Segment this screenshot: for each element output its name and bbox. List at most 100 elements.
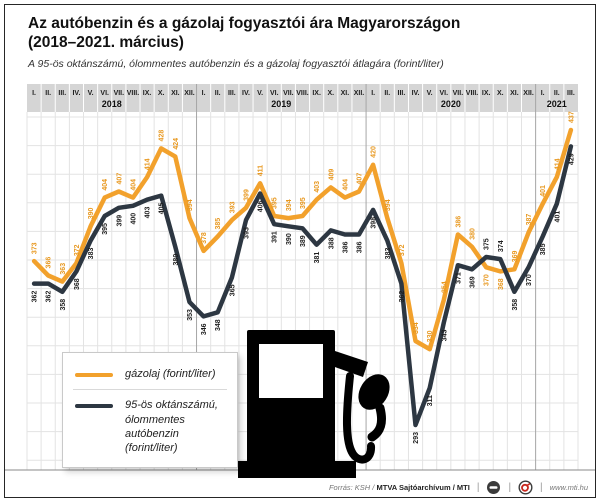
petrol-value-label: 383 (385, 248, 392, 260)
diesel-value-label: 386 (455, 216, 462, 228)
footer: Forrás: KSH / MTVA Sajtóarchívum / MTI |… (329, 480, 588, 495)
petrol-value-label: 385 (540, 243, 547, 255)
month-tick-label: I. (202, 90, 206, 97)
month-tick-label: IV. (242, 90, 250, 97)
diesel-legend-label: gázolaj (forint/liter) (125, 368, 216, 380)
diesel-value-label: 394 (385, 199, 392, 211)
month-tick-label: VI. (270, 90, 279, 97)
petrol-value-label: 362 (32, 291, 39, 303)
mtva-logo-icon (487, 481, 501, 494)
fuel-pump-icon (238, 330, 390, 478)
diesel-value-label: 404 (342, 179, 349, 191)
month-tick-label: II. (45, 90, 51, 97)
diesel-value-label: 407 (116, 173, 123, 185)
diesel-value-label: 407 (357, 173, 364, 185)
month-tick-label: VII. (283, 90, 294, 97)
petrol-value-label: 399 (116, 215, 123, 227)
diesel-value-label: 394 (286, 199, 293, 211)
month-tick-label: VI. (100, 90, 109, 97)
month-tick-label: IX. (312, 90, 321, 97)
diesel-value-label: 404 (102, 179, 109, 191)
petrol-value-label: 389 (300, 235, 307, 247)
legend-item-diesel: gázolaj (forint/liter) (73, 363, 227, 385)
month-tick-label: V. (257, 90, 263, 97)
diesel-value-label: 395 (300, 197, 307, 209)
petrol-value-label: 346 (201, 323, 208, 335)
month-tick-label: XI. (171, 90, 180, 97)
petrol-value-label: 365 (229, 284, 236, 296)
petrol-value-label: 429 (568, 153, 575, 165)
month-tick-label: XII. (184, 90, 195, 97)
diesel-value-label: 330 (427, 330, 434, 342)
petrol-value-label: 380 (173, 254, 180, 266)
diesel-value-label: 385 (215, 218, 222, 230)
month-tick-label: V. (88, 90, 94, 97)
diesel-value-label: 354 (441, 281, 448, 293)
month-tick-label: X. (158, 90, 165, 97)
petrol-value-label: 400 (130, 213, 137, 225)
month-tick-label: II. (554, 90, 560, 97)
year-label: 2018 (102, 99, 122, 109)
petrol-value-label: 343 (441, 329, 448, 341)
month-tick-label: IX. (482, 90, 491, 97)
diesel-value-label: 420 (371, 146, 378, 158)
diesel-value-label: 403 (314, 181, 321, 193)
diesel-value-label: 387 (526, 214, 533, 226)
diesel-value-label: 437 (568, 111, 575, 123)
petrol-value-label: 348 (215, 319, 222, 331)
petrol-value-label: 381 (314, 252, 321, 264)
petrol-value-label: 358 (512, 299, 519, 311)
legend-divider (73, 389, 227, 391)
title-line-1: Az autóbenzin és a gázolaj fogyasztói ár… (28, 15, 461, 32)
petrol-value-label: 401 (554, 211, 561, 223)
petrol-value-label: 371 (455, 272, 462, 284)
month-tick-label: II. (215, 90, 221, 97)
month-tick-label: VII. (114, 90, 125, 97)
diesel-value-label: 390 (88, 207, 95, 219)
diesel-value-label: 380 (470, 228, 477, 240)
year-label: 2019 (271, 99, 291, 109)
website-link: www.mti.hu (549, 483, 588, 492)
petrol-value-label: 386 (342, 241, 349, 253)
year-label: 2020 (441, 99, 461, 109)
diesel-value-label: 394 (187, 199, 194, 211)
petrol-value-label: 368 (74, 278, 81, 290)
month-header-band (27, 84, 578, 112)
petrol-value-label: 362 (399, 291, 406, 303)
petrol-value-label: 388 (328, 237, 335, 249)
petrol-line-swatch (75, 404, 113, 409)
petrol-line (31, 144, 574, 428)
petrol-legend-label: 95-ös oktánszámú, ólommentes autóbenzin … (125, 399, 218, 455)
diesel-value-label: 373 (32, 242, 39, 254)
diesel-value-labels: 373 366 363 372 390 404 407 404 414 428 424 394 378 3… (32, 111, 576, 342)
diesel-value-label: 334 (413, 322, 420, 334)
month-tick-label: III. (228, 90, 236, 97)
month-tick-label: I. (371, 90, 375, 97)
petrol-value-label: 398 (371, 217, 378, 229)
diesel-value-label: 378 (201, 232, 208, 244)
diesel-value-label: 414 (145, 158, 152, 170)
petrol-value-label: 362 (46, 291, 53, 303)
diesel-value-label: 399 (243, 189, 250, 201)
diesel-value-label: 370 (484, 274, 491, 286)
petrol-value-label: 395 (102, 223, 109, 235)
diesel-value-label: 366 (46, 257, 53, 269)
petrol-value-labels: 362 362 358 368 383 395 399 400 403 405 380 353 346 3… (32, 153, 576, 443)
year-label: 2021 (547, 99, 567, 109)
petrol-value-label: 370 (526, 274, 533, 286)
petrol-value-label: 353 (187, 309, 194, 321)
diesel-value-label: 404 (130, 179, 137, 191)
page-subtitle: A 95-ös oktánszámú, ólommentes autóbenzi… (28, 57, 444, 70)
month-tick-label: IV. (412, 90, 420, 97)
diesel-line-swatch (75, 373, 113, 377)
diesel-value-label: 369 (512, 251, 519, 263)
petrol-value-label: 406 (258, 200, 265, 212)
source-text: Forrás: KSH / MTVA Sajtóarchívum / MTI (328, 483, 470, 492)
diesel-value-label: 368 (498, 278, 505, 290)
diesel-value-label: 424 (173, 138, 180, 150)
petrol-value-label: 293 (413, 432, 420, 444)
petrol-value-label: 311 (427, 395, 434, 406)
month-tick-label: I. (32, 90, 36, 97)
petrol-value-label: 393 (243, 227, 250, 239)
